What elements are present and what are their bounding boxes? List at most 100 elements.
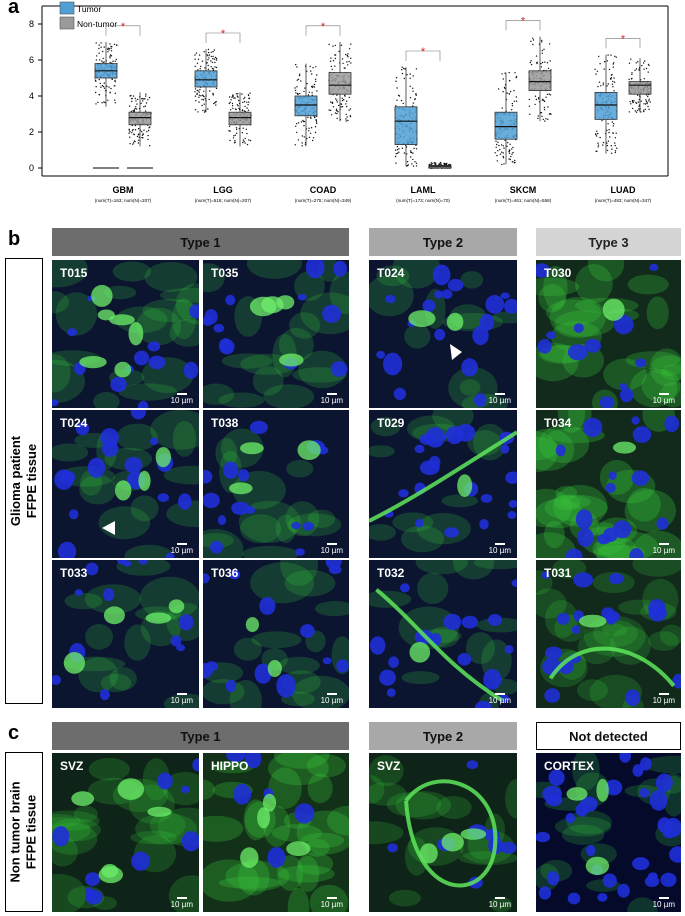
luad-tumor-point xyxy=(614,150,617,152)
laml-tumor-point xyxy=(409,77,411,80)
laml-tumor-point xyxy=(398,148,400,150)
lgg-tumor-point xyxy=(202,95,205,97)
gbm-tumor-point xyxy=(100,86,102,88)
coad-tumor-point xyxy=(295,125,297,128)
lgg-tumor-point xyxy=(212,92,214,95)
lgg-tumor-point xyxy=(198,91,200,93)
laml-tumor-point xyxy=(395,105,397,107)
coad-normal-point xyxy=(336,99,338,101)
laml-tumor-point xyxy=(414,161,416,163)
luad-tumor-point xyxy=(597,85,599,88)
coad-tumor-point xyxy=(296,123,298,125)
gbm-tumor-point xyxy=(114,79,116,82)
skcm-normal-point xyxy=(530,60,532,62)
lgg-tumor-point xyxy=(214,66,216,68)
header-not-detected-c: Not detected xyxy=(536,722,681,750)
coad-normal-point xyxy=(332,60,335,62)
luad-normal-point xyxy=(641,64,643,67)
lgg-tumor-point xyxy=(200,65,202,68)
skcm-normal-point xyxy=(540,112,543,114)
gbm-normal-point xyxy=(129,95,131,97)
skcm-sample-size: (num(T)=461; num(N)=558) xyxy=(495,198,552,203)
lgg-normal-point xyxy=(244,105,246,108)
lgg-tumor-point xyxy=(207,59,209,61)
laml-tumor-point xyxy=(403,77,405,80)
micrograph-image xyxy=(369,260,517,408)
skcm-normal-point xyxy=(547,106,549,108)
gbm-tumor-point xyxy=(102,57,104,60)
lgg-tumor-point xyxy=(202,99,205,101)
boxplot-chart: 0 2 4 6 8 Tumor Non-tumor * GBM (num(T)=163; num(… xyxy=(29,1,669,203)
gbm-normal-point xyxy=(137,128,140,130)
lgg-tumor-point xyxy=(212,58,214,60)
coad-tumor-point xyxy=(312,85,314,87)
lgg-tumor-point xyxy=(207,68,210,71)
coad-tumor-point xyxy=(308,136,311,138)
lgg-category-label: LGG xyxy=(213,185,233,195)
skcm-normal-point xyxy=(543,100,546,103)
coad-sig-bracket xyxy=(305,25,341,36)
laml-sig-star: * xyxy=(421,46,426,58)
skcm-tumor-point xyxy=(513,162,516,164)
coad-normal-point xyxy=(341,58,344,60)
skcm-tumor-point xyxy=(514,159,516,162)
micrograph-image xyxy=(536,410,681,558)
y-tick-label: 0 xyxy=(29,163,34,173)
skcm-tumor-point xyxy=(496,143,498,146)
skcm-normal-point xyxy=(549,60,551,62)
laml-normal-point xyxy=(428,163,430,166)
skcm-tumor-point xyxy=(507,142,509,144)
coad-tumor-point xyxy=(296,79,299,81)
lgg-tumor-point xyxy=(203,111,206,113)
lgg-tumor-point xyxy=(197,58,200,60)
gbm-normal-point xyxy=(143,106,145,108)
coad-normal-point xyxy=(329,60,332,62)
laml-tumor-point xyxy=(415,68,418,70)
skcm-normal-point xyxy=(545,96,547,99)
skcm-tumor-point xyxy=(497,88,500,90)
lgg-tumor-point xyxy=(214,102,216,104)
gbm-normal-point xyxy=(135,106,137,108)
gbm-tumor-point xyxy=(114,60,116,62)
luad-tumor-point xyxy=(614,137,617,139)
skcm-normal-point xyxy=(542,118,544,121)
lgg-normal-point xyxy=(241,132,243,134)
gbm-normal-point xyxy=(131,132,133,134)
panel-label-b: b xyxy=(8,228,21,250)
coad-normal-point xyxy=(347,64,349,66)
gbm-tumor-point xyxy=(110,87,112,90)
luad-normal-point xyxy=(633,100,635,102)
lgg-tumor-point xyxy=(215,66,218,69)
tile-label: T035 xyxy=(211,266,239,280)
lgg-tumor-point xyxy=(208,57,210,59)
lgg-normal-point xyxy=(229,130,231,132)
header-type1-c: Type 1 xyxy=(52,722,349,750)
skcm-normal-point xyxy=(541,41,543,43)
skcm-tumor-point xyxy=(502,91,504,93)
skcm-tumor-point xyxy=(503,147,505,149)
coad-normal-point xyxy=(350,57,352,59)
gbm-tumor-point xyxy=(98,52,100,54)
scale-bar: 10 µm xyxy=(321,543,343,555)
luad-tumor-point xyxy=(611,73,613,76)
luad-normal-point xyxy=(647,95,649,98)
coad-normal-point xyxy=(350,43,352,45)
coad-tumor-point xyxy=(315,121,318,123)
luad-sig-bracket xyxy=(605,38,641,49)
lgg-tumor-point xyxy=(198,101,200,103)
gbm-normal-point xyxy=(141,98,143,100)
gbm-normal-point xyxy=(145,93,147,95)
luad-normal-point xyxy=(628,62,631,64)
laml-tumor-point xyxy=(395,77,398,79)
luad-normal-point xyxy=(643,109,645,111)
coad-tumor-point xyxy=(311,92,313,94)
skcm-normal-point xyxy=(532,39,535,41)
lgg-tumor-point xyxy=(203,103,205,105)
luad-normal-point xyxy=(630,103,632,105)
gbm-normal-point xyxy=(142,98,144,100)
skcm-normal-point xyxy=(543,108,546,111)
lgg-normal-point xyxy=(246,101,248,104)
coad-normal-point xyxy=(343,99,345,101)
coad-tumor-point xyxy=(294,89,297,92)
skcm-normal-point xyxy=(541,115,543,118)
